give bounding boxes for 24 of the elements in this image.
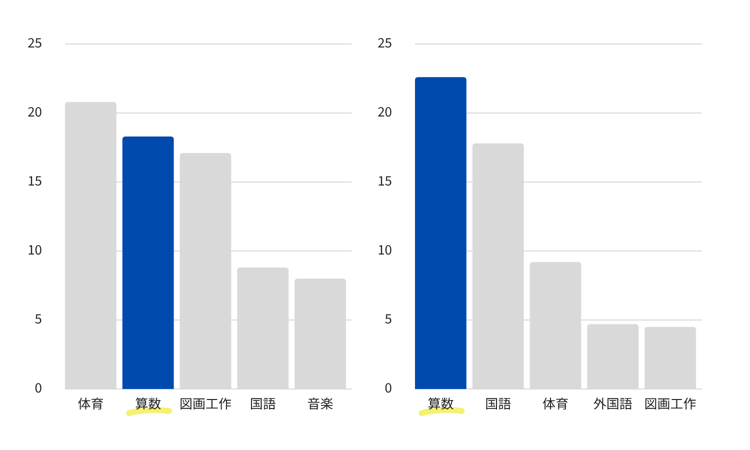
y-tick-label: 5 [384, 308, 392, 328]
x-tick-label: 体育 [78, 394, 104, 413]
y-tick-label: 25 [28, 32, 42, 52]
x-tick-label: 体育 [542, 394, 569, 413]
x-tick-label: 音楽 [307, 394, 334, 413]
x-tick-label: 外国語 [593, 394, 632, 413]
bar [122, 136, 174, 389]
x-tick-label: 算数 [135, 394, 162, 413]
y-tick-label: 5 [34, 308, 42, 328]
y-tick-label: 15 [378, 170, 392, 190]
y-tick-label: 10 [28, 240, 42, 259]
x-tick-label: 図画工作 [644, 394, 696, 413]
y-tick-label: 15 [28, 170, 42, 190]
x-tick-label: 図画工作 [179, 394, 232, 413]
x-tick-label: 算数 [428, 394, 454, 413]
y-tick-label: 0 [34, 378, 42, 397]
y-tick-label: 25 [378, 32, 392, 52]
y-tick-label: 0 [384, 378, 392, 397]
y-tick-label: 20 [378, 102, 392, 121]
x-tick-label: 国語 [485, 394, 512, 413]
y-tick-label: 20 [28, 102, 42, 121]
x-tick-label: 国語 [250, 394, 276, 413]
y-tick-label: 10 [378, 240, 392, 259]
bar [415, 77, 466, 389]
